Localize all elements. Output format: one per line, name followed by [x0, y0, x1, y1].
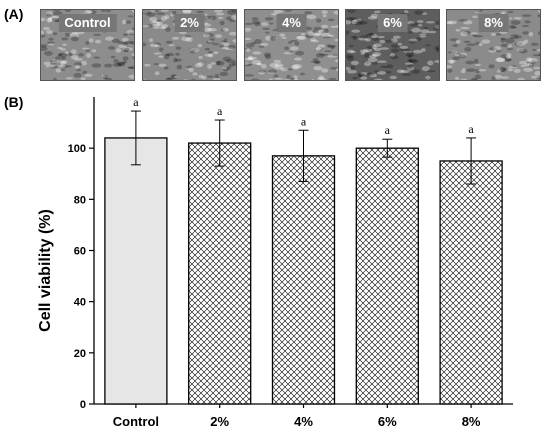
micrograph-label: Control	[58, 14, 117, 32]
x-tick-label: Control	[113, 414, 159, 429]
x-tick-label: 6%	[378, 414, 397, 429]
y-tick-label: 80	[74, 194, 86, 206]
micrograph-2pct: 2%	[142, 9, 237, 81]
x-tick-label: 4%	[294, 414, 313, 429]
significance-label: a	[301, 114, 307, 128]
x-tick-label: 8%	[462, 414, 481, 429]
bar-1	[188, 142, 252, 405]
micrograph-strip: Control 2% 4% 6% 8%	[40, 9, 541, 81]
panel-a-label: (A)	[4, 6, 24, 22]
micrograph-4pct: 4%	[244, 9, 339, 81]
micrograph-texture	[143, 10, 236, 80]
bar-4	[439, 160, 503, 405]
bar-3	[355, 147, 419, 405]
y-axis-label: Cell viability (%)	[37, 209, 54, 332]
x-tick-label: 2%	[210, 414, 229, 429]
micrograph-label: 2%	[174, 14, 205, 32]
y-tick-label: 20	[74, 348, 86, 360]
micrograph-label: 6%	[377, 14, 408, 32]
micrograph-control: Control	[40, 9, 135, 81]
y-tick-label: 100	[68, 143, 86, 155]
significance-label: a	[468, 122, 474, 136]
significance-label: a	[133, 95, 139, 109]
micrograph-8pct: 8%	[446, 9, 541, 81]
y-tick-label: 0	[80, 399, 86, 411]
y-tick-label: 40	[74, 297, 86, 309]
micrograph-6pct: 6%	[345, 9, 440, 81]
bar-0	[104, 137, 168, 405]
micrograph-label: 4%	[276, 14, 307, 32]
significance-label: a	[217, 104, 223, 118]
micrograph-label: 8%	[478, 14, 509, 32]
bar-2	[271, 155, 336, 405]
panel-b-label: (B)	[4, 94, 24, 110]
significance-label: a	[385, 123, 391, 137]
y-tick-label: 60	[74, 246, 86, 258]
